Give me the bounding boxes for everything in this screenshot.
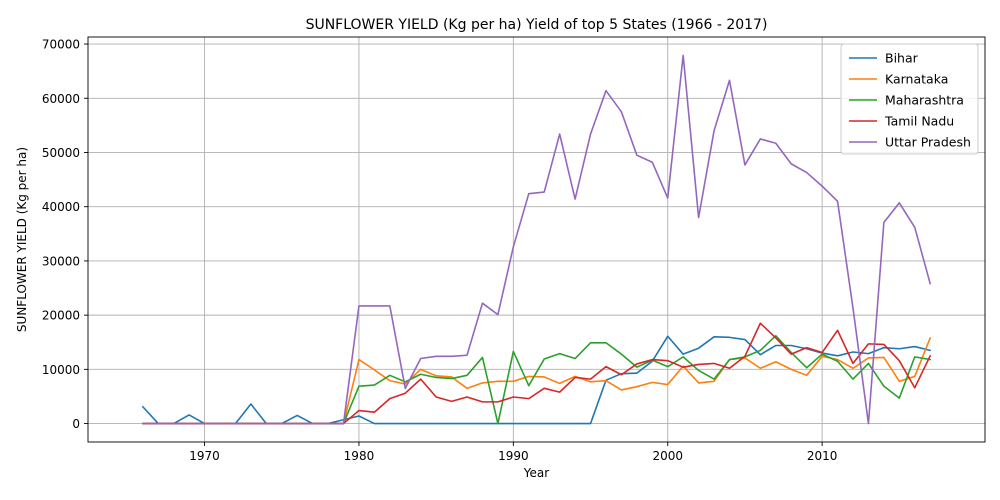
x-tick-label: 2010 [807,449,838,463]
y-tick-label: 10000 [42,363,80,377]
grid-layer [88,37,985,442]
x-tick-label: 1990 [498,449,529,463]
x-axis-title: Year [523,466,549,480]
y-tick-label: 60000 [42,92,80,106]
legend-label: Tamil Nadu [884,114,954,129]
y-tick-label: 30000 [42,254,80,268]
x-tick-label: 2000 [652,449,683,463]
series-line-uttar-pradesh [142,54,931,425]
y-tick-label: 20000 [42,309,80,323]
y-tick-label: 70000 [42,38,80,52]
x-tick-label: 1970 [189,449,220,463]
legend-label: Maharashtra [885,93,964,108]
x-tick-label: 1980 [344,449,375,463]
y-tick-label: 40000 [42,200,80,214]
legend-label: Uttar Pradesh [885,135,971,150]
axes-frame [87,36,986,443]
y-tick-label: 50000 [42,146,80,160]
legend: Bihar Karnataka Maharashtra Tamil Nadu Uttar… [840,43,979,155]
y-axis-title: SUNFLOWER YIELD (Kg per ha) [15,147,29,332]
legend-label: Karnataka [885,72,948,87]
series-layer [142,54,931,425]
ticks-layer: 1970 1980 1990 2000 2010 0 10000 20000 30000 4000… [42,38,838,463]
y-tick-label: 0 [72,417,80,431]
chart-title: SUNFLOWER YIELD (Kg per ha) Yield of top… [306,17,768,33]
legend-box [840,43,979,155]
legend-label: Bihar [885,51,919,66]
